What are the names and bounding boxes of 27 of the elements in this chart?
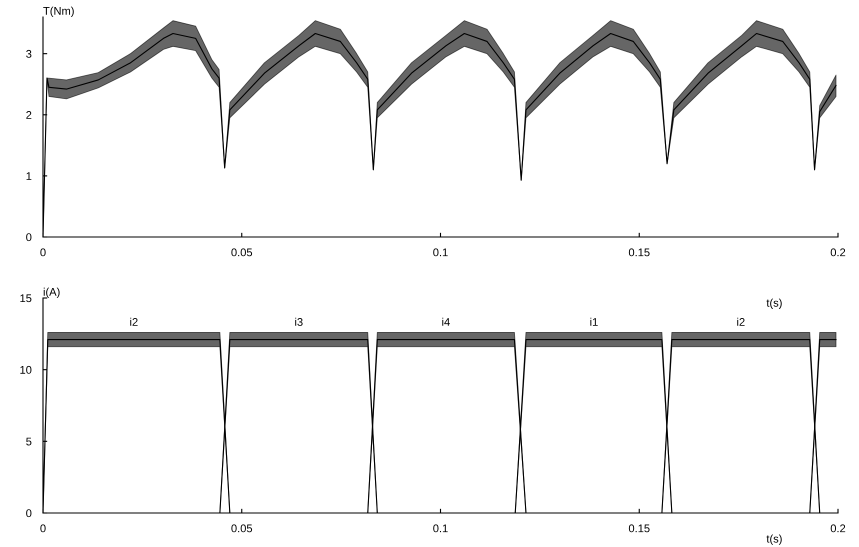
x-tick-label: 0.05: [231, 524, 252, 532]
x-tick-label: 0: [40, 248, 46, 256]
y-tick-label: 15: [20, 294, 32, 302]
x-tick-label: 0.1: [433, 524, 448, 532]
x-axis-title: t(s): [766, 298, 782, 309]
x-tick-label: 0.15: [628, 248, 650, 256]
y-tick-label: 10: [20, 366, 32, 374]
series-label: i3: [295, 318, 303, 326]
y-tick-label: 3: [26, 50, 32, 58]
x-tick-label: 0.05: [231, 248, 252, 256]
y-axis-title: i(A): [44, 288, 60, 298]
x-tick-label: 0: [40, 524, 46, 532]
y-tick-label: 0: [26, 509, 32, 518]
y-tick-label: 0: [26, 233, 32, 242]
y-axis-title: T(Nm): [43, 6, 74, 17]
x-tick-label: 0.15: [628, 524, 650, 532]
x-tick-label: 0.1: [433, 248, 448, 256]
series-label: i2: [737, 318, 745, 326]
y-tick-label: 5: [26, 438, 32, 446]
x-tick-label: 0.2: [830, 524, 846, 532]
x-tick-label: 0.2: [830, 248, 846, 256]
series-label: i1: [590, 318, 598, 326]
x-axis-title: t(s): [766, 534, 782, 545]
series-label: i4: [442, 318, 450, 326]
y-tick-label: 1: [26, 172, 32, 180]
y-tick-label: 2: [26, 111, 32, 119]
series-label: i2: [130, 318, 138, 326]
